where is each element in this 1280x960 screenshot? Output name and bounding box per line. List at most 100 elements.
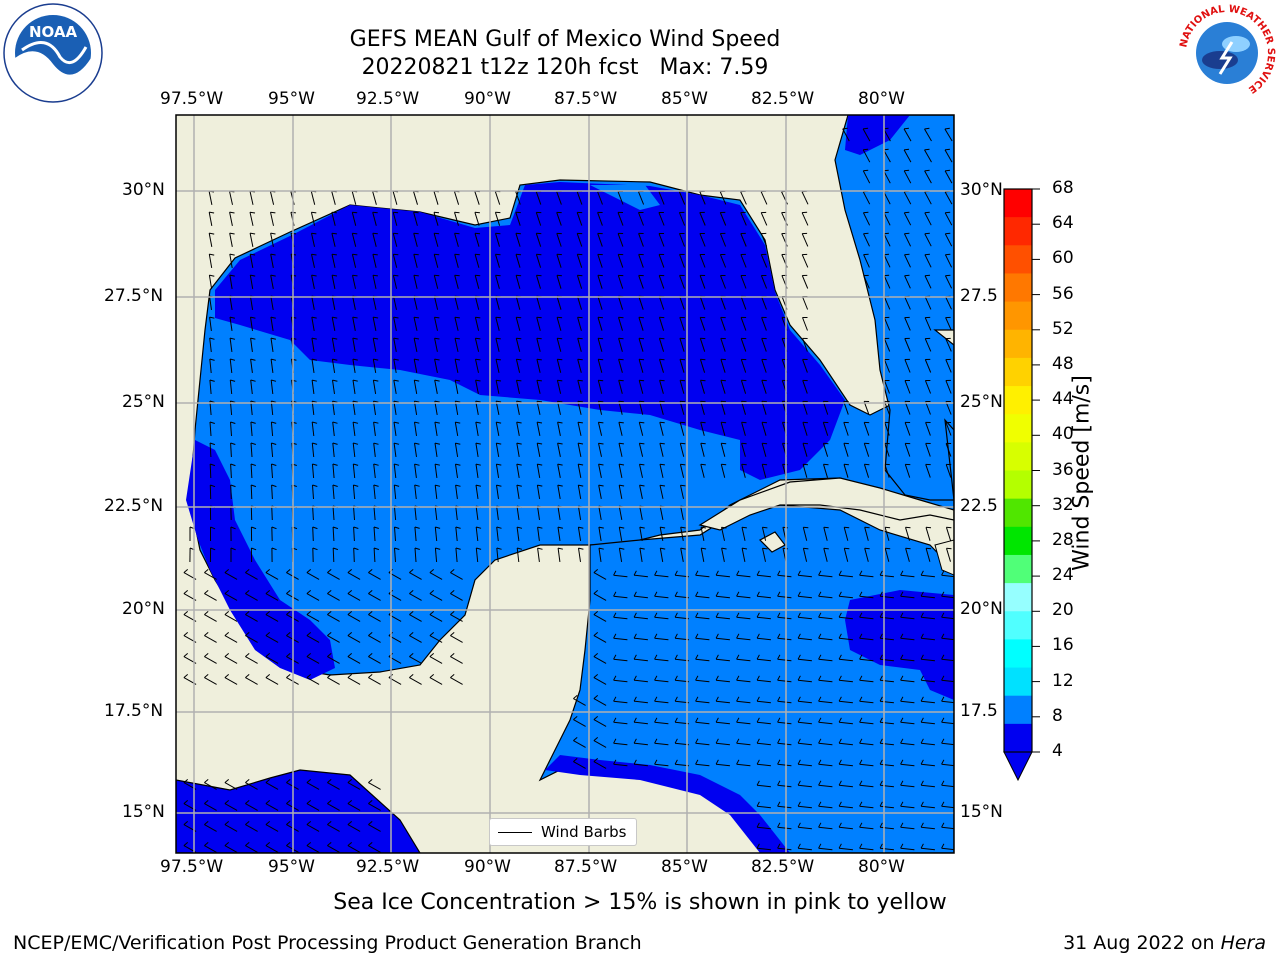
wind-barb-flag [736,759,740,765]
wind-barb-flag [183,842,189,846]
wind-barb-flag [327,653,332,657]
wind-barb-flag [859,738,863,744]
wind-barb-flag [797,759,801,765]
wind-barb-flag [265,800,271,804]
wind-barb [720,275,726,289]
colorbar-swatch [1004,245,1032,275]
wind-barb-flag [838,696,842,702]
wind-barb [613,742,628,746]
wind-barb [757,805,771,809]
wind-barb-flag [429,611,435,615]
wind-barb [373,443,376,457]
wind-barb-flag [373,316,379,319]
wind-barb-flag [863,127,869,130]
wind-barb [839,595,853,599]
wind-barb-flag [312,547,318,551]
wind-barb-flag [271,484,277,488]
wind-barb [516,422,520,436]
wind-barb [229,212,233,226]
wind-barb-flag [209,337,215,340]
wind-barb [270,359,274,373]
lon-label-top: 97.5°W [160,89,224,109]
wind-barb [208,233,213,247]
wind-barb [414,484,417,500]
wind-barb [414,526,417,542]
wind-barb-flag [736,654,740,660]
wind-barb-flag [859,570,863,576]
wind-barb [740,233,747,247]
wind-barb [368,656,381,664]
wind-barb-flag [680,547,686,550]
wind-barb [941,679,954,683]
wind-barb-flag [578,526,584,529]
wind-barb [204,845,217,853]
wind-barb [556,338,562,352]
wind-barb [347,614,361,622]
wind-barb-flag [352,211,358,214]
wind-barb-flag [905,547,911,550]
wind-barb [393,463,397,479]
wind-barb-flag [700,442,706,445]
wind-barb-flag [373,547,380,551]
wind-barb-flag [352,337,358,340]
wind-barb [880,763,894,767]
wind-barb-flag [904,211,910,214]
wind-barb-flag [353,463,359,466]
wind-barb [204,824,217,832]
wind-barb-flag [715,570,719,576]
wind-barb-flag [756,633,760,639]
wind-barb [904,338,911,352]
wind-barb-flag [797,696,801,702]
wind-barb [822,443,829,457]
wind-barb [475,443,479,457]
lon-label-top: 92.5°W [356,89,420,109]
wind-barb [495,422,500,436]
wind-barb-flag [736,696,740,702]
wind-barb-flag [536,358,542,361]
wind-barb [679,233,685,247]
wind-barb-flag [311,379,318,382]
wind-barb-flag [455,442,461,445]
wind-barb-flag [327,779,332,783]
wind-barb-flag [618,421,624,424]
wind-barb [801,296,809,310]
wind-barb [368,635,381,643]
footer-date: 31 Aug 2022 on Hera [1063,932,1266,954]
wind-barb-flag [924,211,930,214]
colorbar-tick-label: 48 [1052,353,1074,374]
wind-barb [372,359,377,373]
wind-barb-flag [224,779,230,783]
wind-barb-flag [414,463,420,466]
wind-barb [904,275,911,289]
wind-barb [658,233,665,247]
wind-barb-flag [347,674,353,678]
wind-barb-flag [327,674,332,678]
wind-barb-flag [312,400,318,403]
colorbar-tick-label: 4 [1052,741,1063,761]
wind-barb [573,698,586,706]
wind-barb [577,380,582,394]
wind-barb-flag [327,821,332,825]
wind-barb-flag [777,759,781,765]
wind-barb-flag [613,759,617,765]
wind-barb [659,464,664,478]
wind-barb-flag [434,463,441,466]
wind-barb-flag [900,738,904,744]
wind-barb [347,803,361,811]
wind-barb-flag [639,442,645,445]
wind-barb-flag [332,337,338,340]
wind-barb [862,212,871,226]
wind-barb-flag [695,612,699,618]
wind-barb-flag [756,675,760,681]
wind-barb-flag [639,463,645,466]
colorbar-swatch [1004,695,1032,725]
wind-barb-flag [619,484,625,487]
wind-barb [801,233,809,247]
wind-barb-flag [613,696,617,702]
wind-barb-flag [495,337,501,340]
wind-barb-flag [368,569,373,573]
map-title: GEFS MEAN Gulf of Mexico Wind Speed [349,27,781,52]
wind-barb-flag [496,400,502,403]
wind-barb [822,422,829,436]
wind-barb [801,191,809,205]
